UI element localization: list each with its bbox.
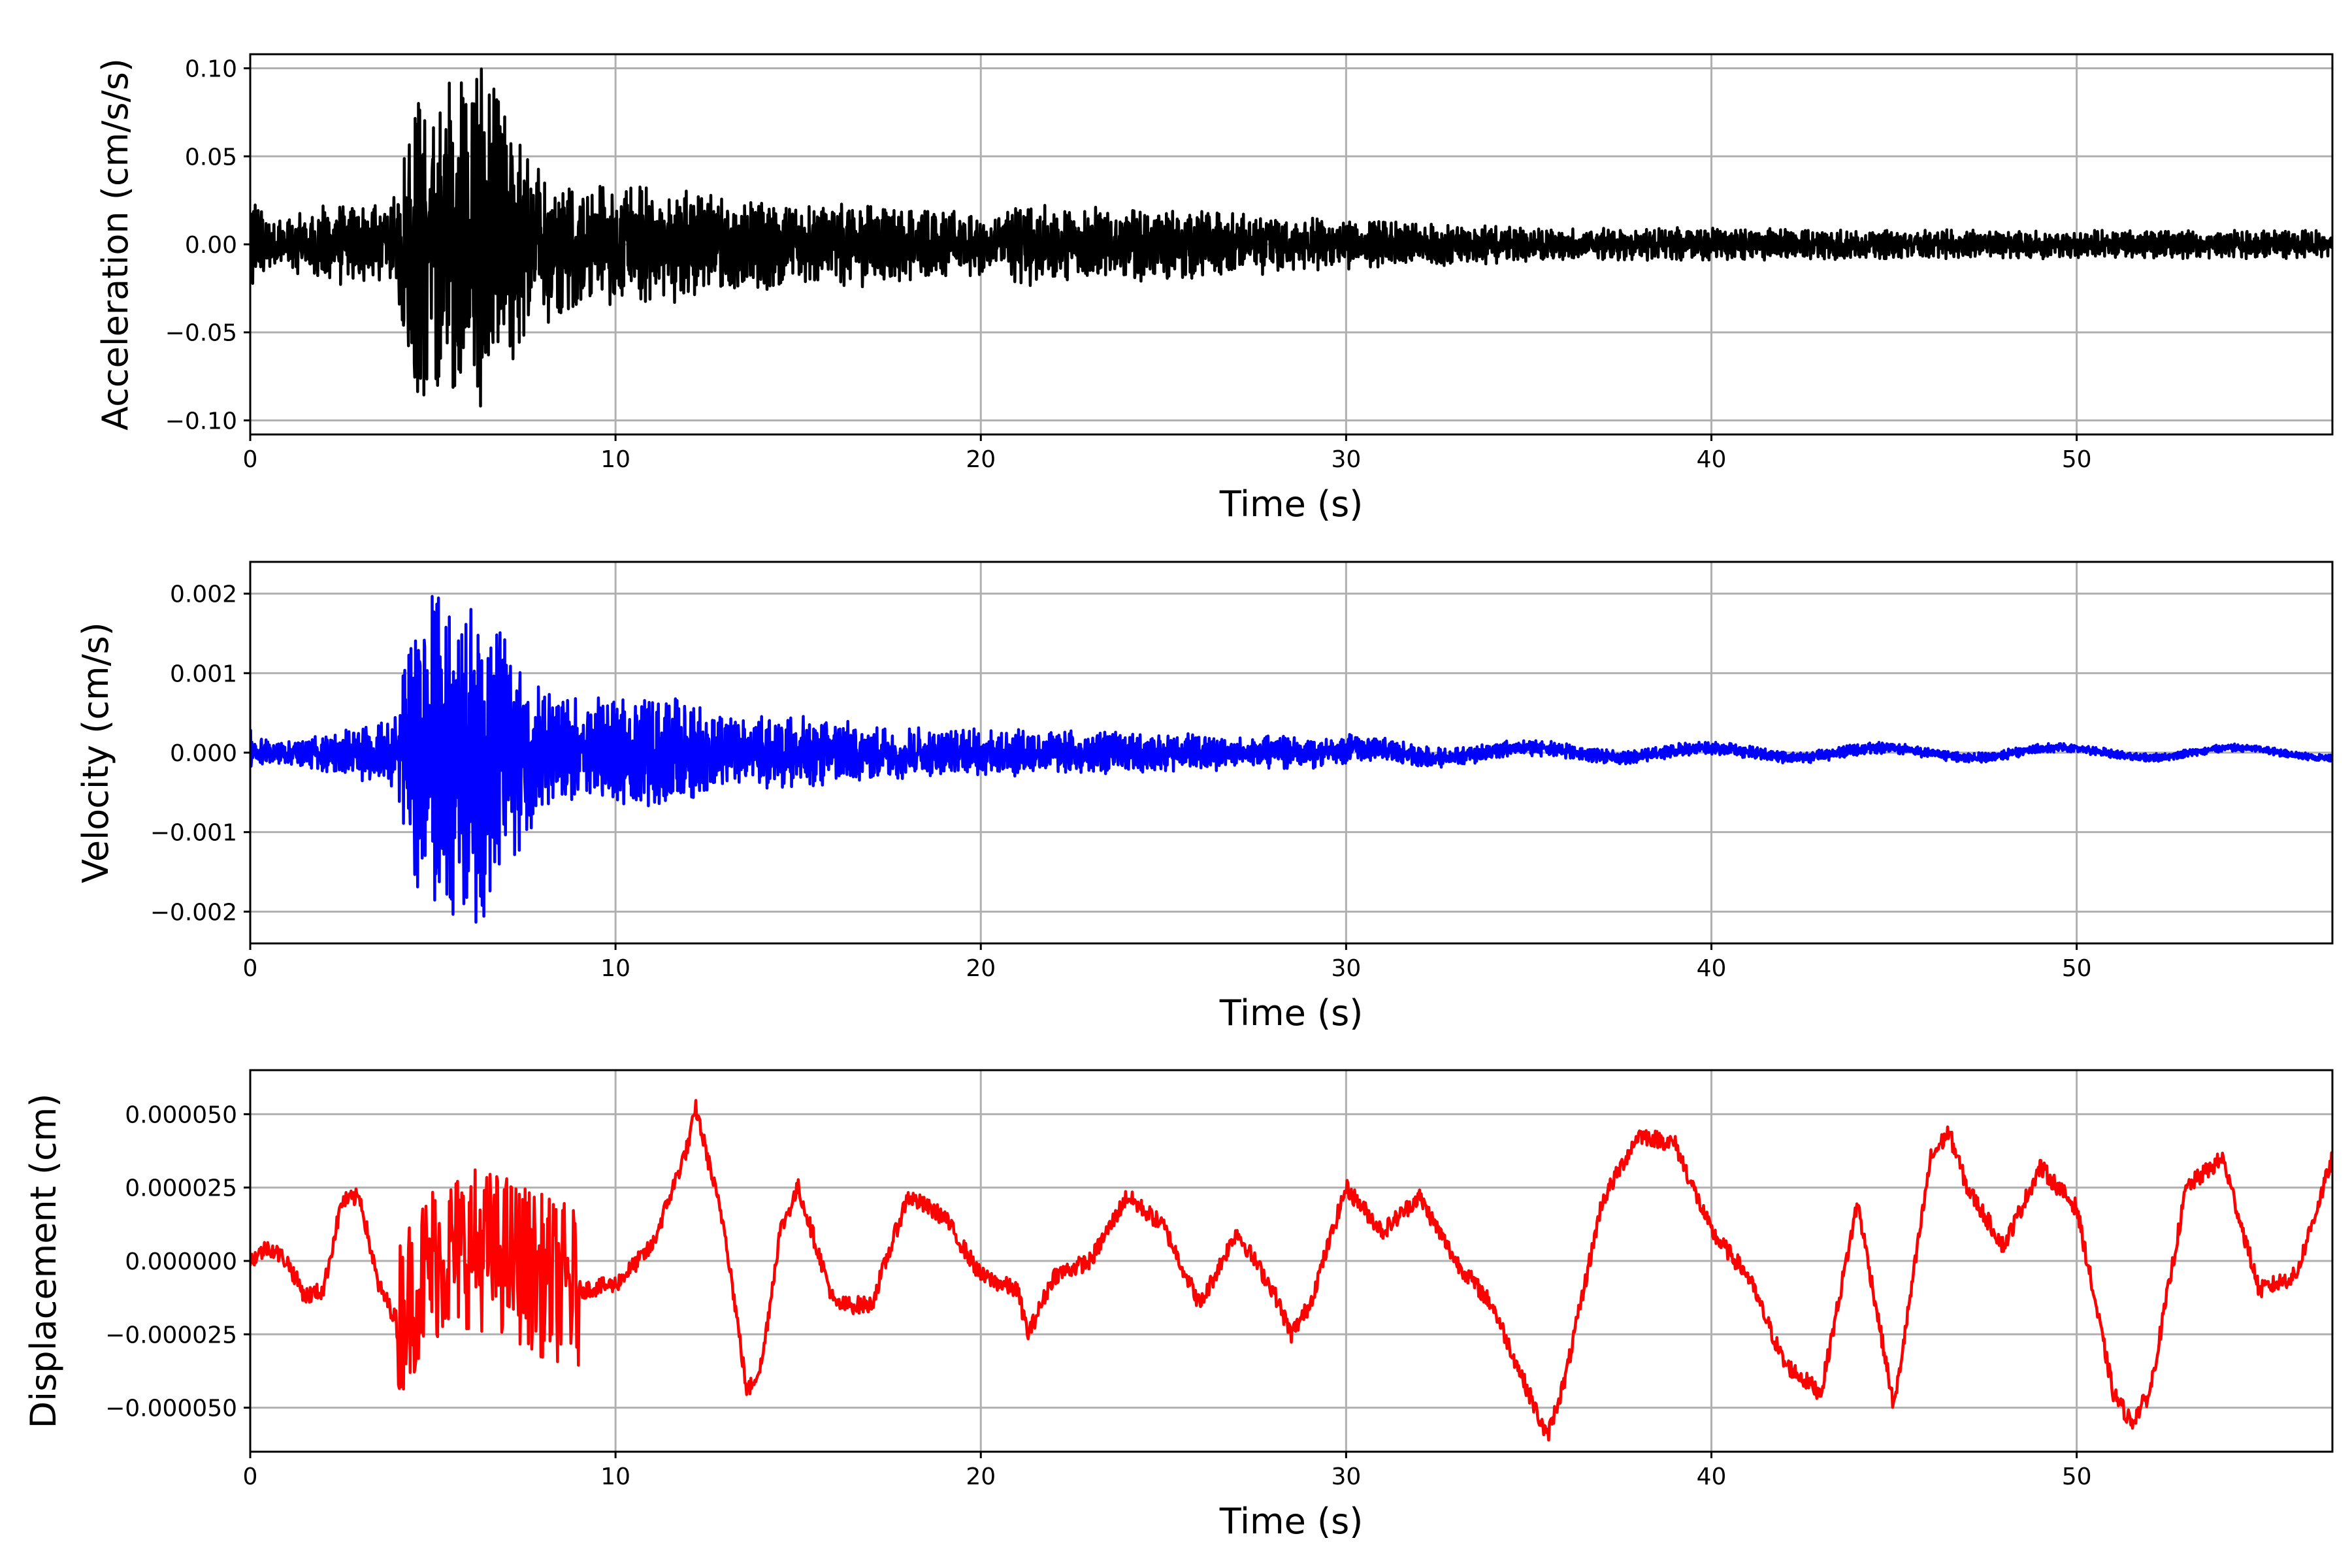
x-axis-label: Time (s): [1219, 1501, 1364, 1542]
chart-panel-3: 0 10 20 30 40 50 −0.000050 −0.000025 0.000000 0.0…: [23, 1069, 2334, 1542]
x-tick-label: 0: [243, 1463, 258, 1490]
x-tick-label: 40: [1697, 955, 1727, 982]
y-tick-label: 0.05: [185, 144, 237, 171]
y-tick-label: −0.000050: [105, 1396, 237, 1422]
y-tick-label: −0.002: [150, 899, 237, 926]
series-line: [250, 67, 2332, 408]
y-axis-label: Displacement (cm): [23, 1094, 64, 1429]
y-axis-label: Acceleration (cm/s/s): [95, 58, 136, 431]
x-tick-label: 20: [966, 955, 996, 982]
y-tick-label: 0.00: [185, 232, 237, 259]
y-tick-label: 0.002: [170, 581, 237, 608]
x-tick-label: 50: [2062, 955, 2092, 982]
chart-panel-1: 0 10 20 30 40 50 −0.10 −0.05 0.00 0.05 0.10 Time (s…: [95, 53, 2334, 525]
y-tick-label: 0.000025: [125, 1175, 237, 1202]
chart-panel-2: 0 10 20 30 40 50 −0.002 −0.001 0.000 0.001 0.002 Ti…: [75, 561, 2334, 1034]
x-tick-label: 50: [2062, 446, 2092, 473]
x-tick-label: 20: [966, 1463, 996, 1490]
y-axis-label: Velocity (cm/s): [75, 622, 116, 883]
y-tick-label: 0.000: [170, 740, 237, 767]
series-line: [250, 595, 2332, 924]
x-tick-label: 0: [243, 446, 258, 473]
y-tick-label: 0.000000: [125, 1249, 237, 1275]
y-tick-label: 0.001: [170, 661, 237, 687]
y-tick-label: −0.05: [165, 320, 237, 347]
x-axis-label: Time (s): [1219, 483, 1364, 525]
x-tick-label: 0: [243, 955, 258, 982]
x-tick-label: 20: [966, 446, 996, 473]
x-tick-label: 30: [1331, 955, 1361, 982]
x-tick-label: 30: [1331, 1463, 1361, 1490]
y-tick-label: −0.000025: [105, 1322, 237, 1348]
y-tick-label: −0.001: [150, 820, 237, 847]
x-tick-label: 10: [600, 446, 630, 473]
y-tick-label: 0.10: [185, 56, 237, 83]
x-tick-label: 50: [2062, 1463, 2092, 1490]
x-tick-label: 10: [600, 1463, 630, 1490]
series-line: [250, 1099, 2332, 1442]
x-tick-label: 40: [1697, 1463, 1727, 1490]
x-tick-label: 40: [1697, 446, 1727, 473]
y-tick-label: 0.000050: [125, 1102, 237, 1128]
y-tick-label: −0.10: [165, 408, 237, 434]
x-axis-label: Time (s): [1219, 992, 1364, 1034]
x-tick-label: 30: [1331, 446, 1361, 473]
x-tick-label: 10: [600, 955, 630, 982]
